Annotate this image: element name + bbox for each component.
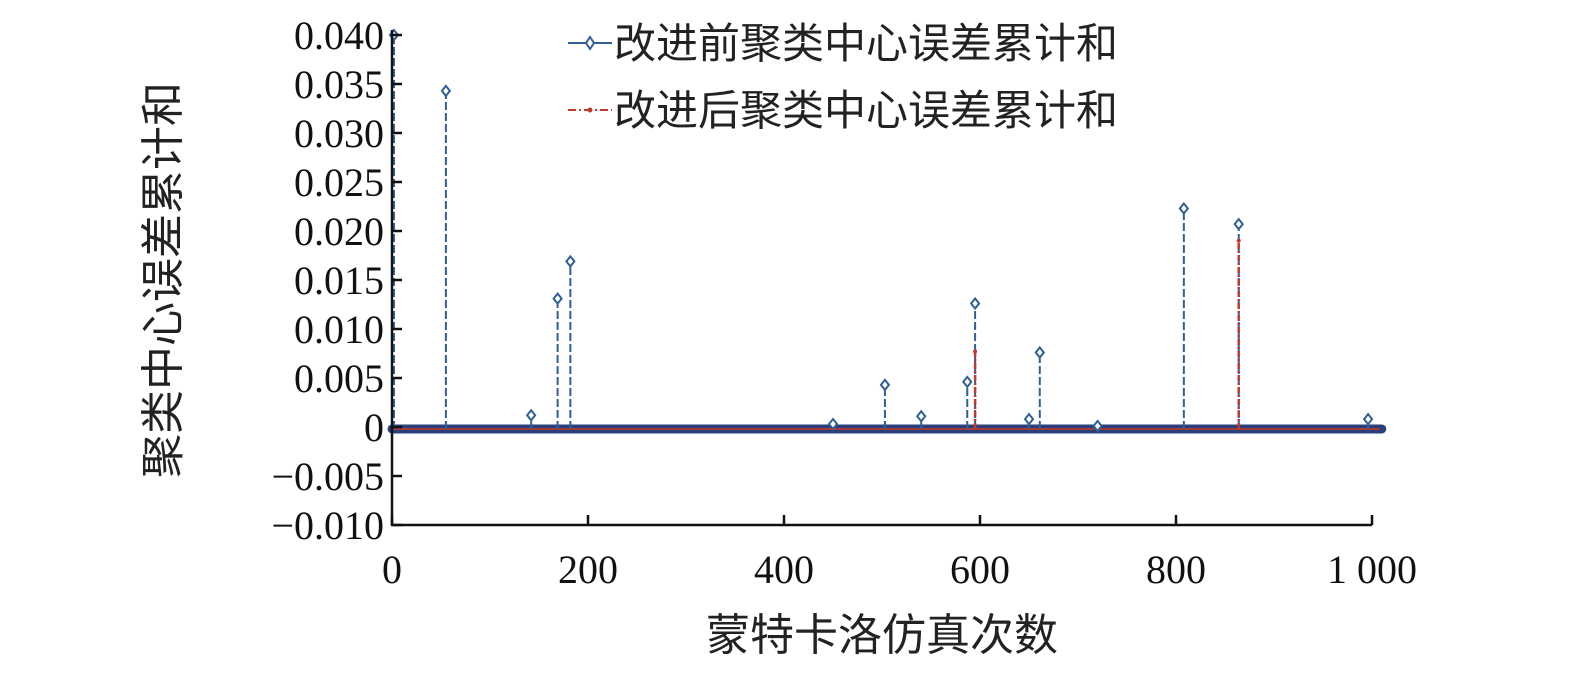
dot-marker-icon <box>587 107 593 113</box>
x-tick-label: 800 <box>1146 547 1206 592</box>
y-tick-label: −0.010 <box>271 503 384 548</box>
data-point <box>1092 419 1103 433</box>
data-point <box>961 375 973 389</box>
data-point <box>440 84 452 98</box>
data-point <box>973 349 978 354</box>
x-tick-label: 1 000 <box>1327 547 1417 592</box>
legend-item-after: 改进后聚类中心误差累计和 <box>568 86 1118 135</box>
series-after <box>973 238 1241 429</box>
data-point <box>827 417 839 431</box>
y-tick-label: 0 <box>364 405 384 450</box>
x-axis-label: 蒙特卡洛仿真次数 <box>706 610 1058 661</box>
y-tick-label: 0.040 <box>294 13 384 58</box>
y-tick-label: −0.005 <box>271 454 384 499</box>
data-point <box>915 409 927 423</box>
data-point <box>565 254 576 268</box>
series-layer <box>387 28 1387 434</box>
data-point <box>552 292 563 306</box>
x-tick-label: 600 <box>950 547 1010 592</box>
data-point <box>1034 345 1046 360</box>
y-tick-label: 0.025 <box>294 160 384 205</box>
legend-label-before: 改进前聚类中心误差累计和 <box>614 19 1118 68</box>
legend-label-after: 改进后聚类中心误差累计和 <box>614 86 1118 135</box>
diamond-marker-icon <box>584 35 596 51</box>
y-tick-label: 0.035 <box>294 62 384 107</box>
y-tick-label: 0.020 <box>294 209 384 254</box>
ticks-layer: 0.0400.0350.0300.0250.0200.0150.0100.005… <box>271 13 1417 592</box>
x-tick-label: 0 <box>382 547 402 592</box>
y-tick-label: 0.015 <box>294 258 384 303</box>
series-before <box>388 28 1374 433</box>
data-point <box>969 296 981 311</box>
x-tick-label: 200 <box>558 547 618 592</box>
y-tick-label: 0.010 <box>294 307 384 352</box>
data-point <box>525 408 537 422</box>
legend-item-before: 改进前聚类中心误差累计和 <box>568 19 1118 68</box>
legend: 改进前聚类中心误差累计和 改进后聚类中心误差累计和 <box>568 19 1118 135</box>
y-tick-label: 0.005 <box>294 356 384 401</box>
data-point <box>1362 412 1374 426</box>
y-axis-label: 聚类中心误差累计和 <box>138 82 189 478</box>
data-point <box>1236 238 1241 243</box>
data-point <box>1233 217 1245 231</box>
x-tick-label: 400 <box>754 547 814 592</box>
y-tick-label: 0.030 <box>294 111 384 156</box>
data-point <box>879 378 891 392</box>
data-point <box>1178 201 1190 216</box>
data-point <box>1023 412 1035 426</box>
